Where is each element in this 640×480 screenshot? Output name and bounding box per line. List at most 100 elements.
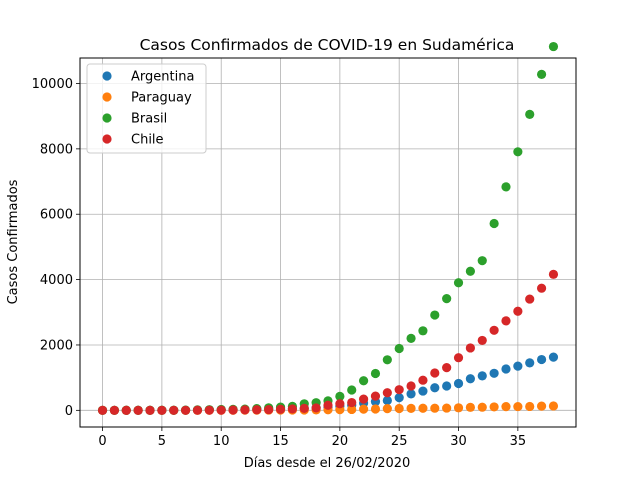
data-point xyxy=(513,306,523,316)
data-point xyxy=(228,405,238,415)
data-point xyxy=(169,405,179,415)
data-point xyxy=(370,391,381,401)
data-point xyxy=(453,378,464,389)
data-point xyxy=(192,405,203,415)
data-point xyxy=(477,402,487,412)
data-point xyxy=(501,364,511,374)
data-point xyxy=(418,386,428,396)
data-point xyxy=(442,403,452,413)
data-point xyxy=(489,325,499,335)
plot-frame xyxy=(79,57,577,428)
data-point xyxy=(370,368,381,379)
x-tick-label: 15 xyxy=(272,434,289,449)
x-tick-label: 0 xyxy=(98,434,106,449)
x-tick-label: 20 xyxy=(332,434,349,449)
data-point xyxy=(204,405,214,415)
data-point xyxy=(477,371,487,381)
data-point xyxy=(477,335,487,346)
data-point xyxy=(442,294,452,304)
data-point xyxy=(513,147,523,157)
x-tick-label: 25 xyxy=(391,434,408,449)
data-point xyxy=(358,376,369,386)
legend-label-paraguay: Paraguay xyxy=(131,91,192,106)
legend-marker-argentina xyxy=(102,71,112,81)
y-tick-label: 0 xyxy=(65,404,73,419)
data-point xyxy=(181,405,191,415)
data-point xyxy=(477,256,487,266)
data-point xyxy=(311,403,321,413)
data-point xyxy=(299,403,309,413)
x-tick-label: 35 xyxy=(510,434,527,449)
data-point xyxy=(536,354,547,365)
x-tick-label: 30 xyxy=(450,434,467,449)
data-point xyxy=(453,353,464,363)
data-point xyxy=(347,397,357,408)
data-point xyxy=(323,400,333,410)
data-point xyxy=(465,266,475,276)
data-point xyxy=(394,393,404,403)
data-point xyxy=(525,358,535,368)
data-point xyxy=(430,403,440,413)
data-point xyxy=(501,182,511,192)
data-point xyxy=(453,403,464,413)
data-point xyxy=(157,405,167,415)
x-tick-label: 5 xyxy=(158,434,166,449)
data-point xyxy=(536,69,547,80)
data-point xyxy=(513,401,523,412)
y-tick-label: 6000 xyxy=(40,208,73,223)
chart-title: Casos Confirmados de COVID-19 en Sudamér… xyxy=(140,36,515,54)
data-point xyxy=(406,403,416,414)
data-point xyxy=(548,352,559,362)
legend-label-chile: Chile xyxy=(131,133,164,148)
data-point xyxy=(109,405,120,415)
data-point xyxy=(430,310,440,320)
data-point xyxy=(548,269,559,279)
legend-label-brasil: Brasil xyxy=(131,112,167,127)
data-point xyxy=(287,404,298,414)
data-point xyxy=(335,399,345,409)
data-point xyxy=(465,343,475,353)
data-point xyxy=(335,391,345,401)
y-tick-label: 4000 xyxy=(40,273,73,288)
data-point xyxy=(465,374,475,384)
data-point xyxy=(465,402,475,412)
legend-box xyxy=(86,63,207,154)
legend-marker-paraguay xyxy=(102,92,112,102)
x-axis-label: Días desde el 26/02/2020 xyxy=(244,456,411,471)
data-point xyxy=(121,405,131,415)
x-tick-label: 10 xyxy=(213,434,230,449)
legend: Argentina Paraguay Brasil Chile xyxy=(86,63,207,154)
data-point xyxy=(418,403,428,413)
y-axis-label: Casos Confirmados xyxy=(6,179,21,304)
data-point xyxy=(430,368,440,378)
data-point xyxy=(418,326,428,336)
data-point xyxy=(453,278,464,288)
data-point xyxy=(430,383,440,393)
data-point xyxy=(442,363,452,373)
data-point xyxy=(394,385,404,395)
data-point xyxy=(275,404,286,414)
data-point xyxy=(264,404,274,415)
y-tick-label: 8000 xyxy=(40,142,73,157)
data-point xyxy=(97,405,108,415)
data-point xyxy=(347,404,357,415)
data-point xyxy=(382,404,392,414)
data-point xyxy=(525,109,535,119)
y-tick-label: 2000 xyxy=(40,338,73,353)
data-point xyxy=(501,402,511,412)
data-point xyxy=(347,385,357,395)
legend-label-argentina: Argentina xyxy=(131,70,194,85)
data-point xyxy=(406,381,416,391)
data-points xyxy=(97,41,559,415)
data-point xyxy=(489,218,499,229)
data-point xyxy=(382,388,392,398)
data-point xyxy=(406,389,416,399)
data-point xyxy=(525,294,535,304)
legend-marker-chile xyxy=(102,134,112,144)
data-point xyxy=(489,402,499,412)
data-point xyxy=(358,394,369,404)
data-point xyxy=(536,283,547,293)
data-point xyxy=(382,395,392,406)
data-point xyxy=(406,333,416,343)
